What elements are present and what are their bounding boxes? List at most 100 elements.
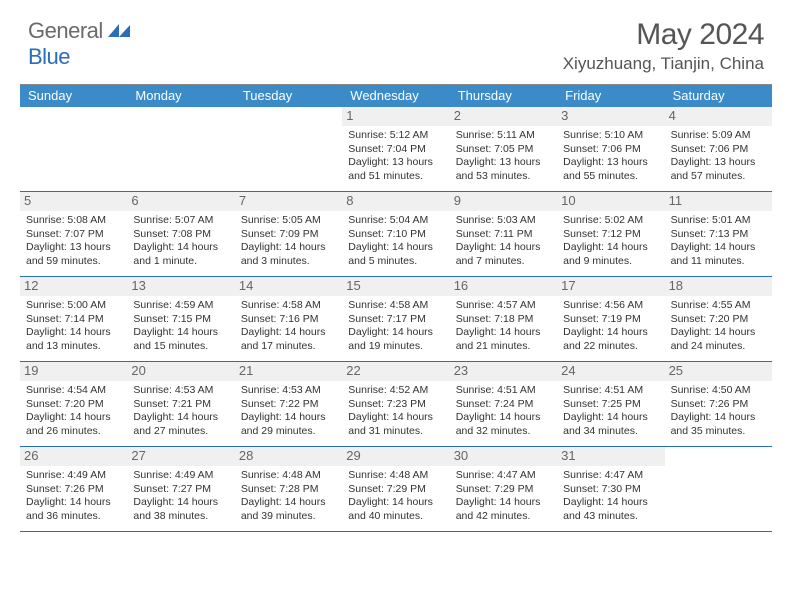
calendar-day: 1Sunrise: 5:12 AMSunset: 7:04 PMDaylight… [342,107,449,191]
calendar-week: 12Sunrise: 5:00 AMSunset: 7:14 PMDayligh… [20,277,772,362]
day-number: 16 [450,277,557,296]
day-header-cell: Wednesday [342,85,449,107]
calendar-body: 1Sunrise: 5:12 AMSunset: 7:04 PMDaylight… [20,107,772,532]
sunset-line: Sunset: 7:19 PM [563,313,658,327]
day-number: 29 [342,447,449,466]
calendar-week: 19Sunrise: 4:54 AMSunset: 7:20 PMDayligh… [20,362,772,447]
logo-text-general: General [28,18,103,44]
daylight-line: Daylight: 14 hours and 29 minutes. [241,411,336,438]
day-number: 30 [450,447,557,466]
sunrise-line: Sunrise: 4:51 AM [563,384,658,398]
daylight-line: Daylight: 13 hours and 59 minutes. [26,241,121,268]
sunrise-line: Sunrise: 4:53 AM [133,384,228,398]
calendar-day: 13Sunrise: 4:59 AMSunset: 7:15 PMDayligh… [127,277,234,361]
day-header-cell: Thursday [450,85,557,107]
daylight-line: Daylight: 14 hours and 7 minutes. [456,241,551,268]
calendar-day: 10Sunrise: 5:02 AMSunset: 7:12 PMDayligh… [557,192,664,276]
sunset-line: Sunset: 7:30 PM [563,483,658,497]
day-number: 27 [127,447,234,466]
sunrise-line: Sunrise: 4:52 AM [348,384,443,398]
sunset-line: Sunset: 7:26 PM [26,483,121,497]
day-number: 25 [665,362,772,381]
calendar-day: 29Sunrise: 4:48 AMSunset: 7:29 PMDayligh… [342,447,449,531]
daylight-line: Daylight: 14 hours and 22 minutes. [563,326,658,353]
sunset-line: Sunset: 7:23 PM [348,398,443,412]
calendar-day: 2Sunrise: 5:11 AMSunset: 7:05 PMDaylight… [450,107,557,191]
calendar-day-empty [20,107,127,191]
day-number: 3 [557,107,664,126]
sunrise-line: Sunrise: 4:55 AM [671,299,766,313]
sunset-line: Sunset: 7:29 PM [456,483,551,497]
sunset-line: Sunset: 7:28 PM [241,483,336,497]
sunset-line: Sunset: 7:18 PM [456,313,551,327]
calendar-day: 3Sunrise: 5:10 AMSunset: 7:06 PMDaylight… [557,107,664,191]
daylight-line: Daylight: 14 hours and 27 minutes. [133,411,228,438]
sunset-line: Sunset: 7:10 PM [348,228,443,242]
sunrise-line: Sunrise: 4:49 AM [26,469,121,483]
logo-mark-icon [108,21,130,42]
calendar-day: 22 Sunrise: 4:52 AMSunset: 7:23 PMDayligh… [342,362,449,446]
sunrise-line: Sunrise: 5:05 AM [241,214,336,228]
sunrise-line: Sunrise: 4:49 AM [133,469,228,483]
calendar-day: 9 Sunrise: 5:03 AMSunset: 7:11 PMDaylight… [450,192,557,276]
day-number: 4 [665,107,772,126]
sunrise-line: Sunrise: 5:04 AM [348,214,443,228]
daylight-line: Daylight: 13 hours and 53 minutes. [456,156,551,183]
sunset-line: Sunset: 7:06 PM [563,143,658,157]
daylight-line: Daylight: 14 hours and 24 minutes. [671,326,766,353]
sunrise-line: Sunrise: 4:51 AM [456,384,551,398]
sunrise-line: Sunrise: 5:02 AM [563,214,658,228]
sunset-line: Sunset: 7:24 PM [456,398,551,412]
calendar-day: 17Sunrise: 4:56 AMSunset: 7:19 PMDayligh… [557,277,664,361]
day-number: 21 [235,362,342,381]
sunrise-line: Sunrise: 5:03 AM [456,214,551,228]
day-number: 14 [235,277,342,296]
calendar-day: 25Sunrise: 4:50 AMSunset: 7:26 PMDayligh… [665,362,772,446]
daylight-line: Daylight: 14 hours and 40 minutes. [348,496,443,523]
calendar-day: 5Sunrise: 5:08 AMSunset: 7:07 PMDaylight… [20,192,127,276]
day-header-cell: Friday [557,85,664,107]
day-number: 19 [20,362,127,381]
sunset-line: Sunset: 7:22 PM [241,398,336,412]
sunset-line: Sunset: 7:25 PM [563,398,658,412]
calendar-day: 26Sunrise: 4:49 AMSunset: 7:26 PMDayligh… [20,447,127,531]
sunset-line: Sunset: 7:14 PM [26,313,121,327]
day-number: 22 [342,362,449,381]
sunrise-line: Sunrise: 4:58 AM [348,299,443,313]
calendar-day: 7Sunrise: 5:05 AMSunset: 7:09 PMDaylight… [235,192,342,276]
day-header-row: SundayMondayTuesdayWednesdayThursdayFrid… [20,85,772,107]
daylight-line: Daylight: 14 hours and 36 minutes. [26,496,121,523]
sunset-line: Sunset: 7:21 PM [133,398,228,412]
daylight-line: Daylight: 14 hours and 9 minutes. [563,241,658,268]
sunset-line: Sunset: 7:26 PM [671,398,766,412]
daylight-line: Daylight: 14 hours and 19 minutes. [348,326,443,353]
calendar-day: 8Sunrise: 5:04 AMSunset: 7:10 PMDaylight… [342,192,449,276]
day-number: 15 [342,277,449,296]
sunrise-line: Sunrise: 5:01 AM [671,214,766,228]
daylight-line: Daylight: 14 hours and 38 minutes. [133,496,228,523]
logo-text-blue-wrap: Blue [28,44,70,70]
sunset-line: Sunset: 7:20 PM [26,398,121,412]
location-subtitle: Xiyuzhuang, Tianjin, China [563,54,764,74]
calendar-day: 12Sunrise: 5:00 AMSunset: 7:14 PMDayligh… [20,277,127,361]
day-number: 7 [235,192,342,211]
calendar-day-empty [127,107,234,191]
daylight-line: Daylight: 14 hours and 31 minutes. [348,411,443,438]
sunrise-line: Sunrise: 4:58 AM [241,299,336,313]
calendar-week: 5Sunrise: 5:08 AMSunset: 7:07 PMDaylight… [20,192,772,277]
sunset-line: Sunset: 7:09 PM [241,228,336,242]
header: General May 2024 Xiyuzhuang, Tianjin, Ch… [0,0,792,78]
day-number: 13 [127,277,234,296]
day-number: 5 [20,192,127,211]
day-header-cell: Tuesday [235,85,342,107]
calendar: SundayMondayTuesdayWednesdayThursdayFrid… [20,84,772,532]
sunset-line: Sunset: 7:11 PM [456,228,551,242]
day-header-cell: Sunday [20,85,127,107]
daylight-line: Daylight: 14 hours and 21 minutes. [456,326,551,353]
calendar-day: 28Sunrise: 4:48 AMSunset: 7:28 PMDayligh… [235,447,342,531]
sunset-line: Sunset: 7:13 PM [671,228,766,242]
day-number: 9 [450,192,557,211]
daylight-line: Daylight: 14 hours and 1 minute. [133,241,228,268]
calendar-day: 18Sunrise: 4:55 AMSunset: 7:20 PMDayligh… [665,277,772,361]
day-number: 1 [342,107,449,126]
